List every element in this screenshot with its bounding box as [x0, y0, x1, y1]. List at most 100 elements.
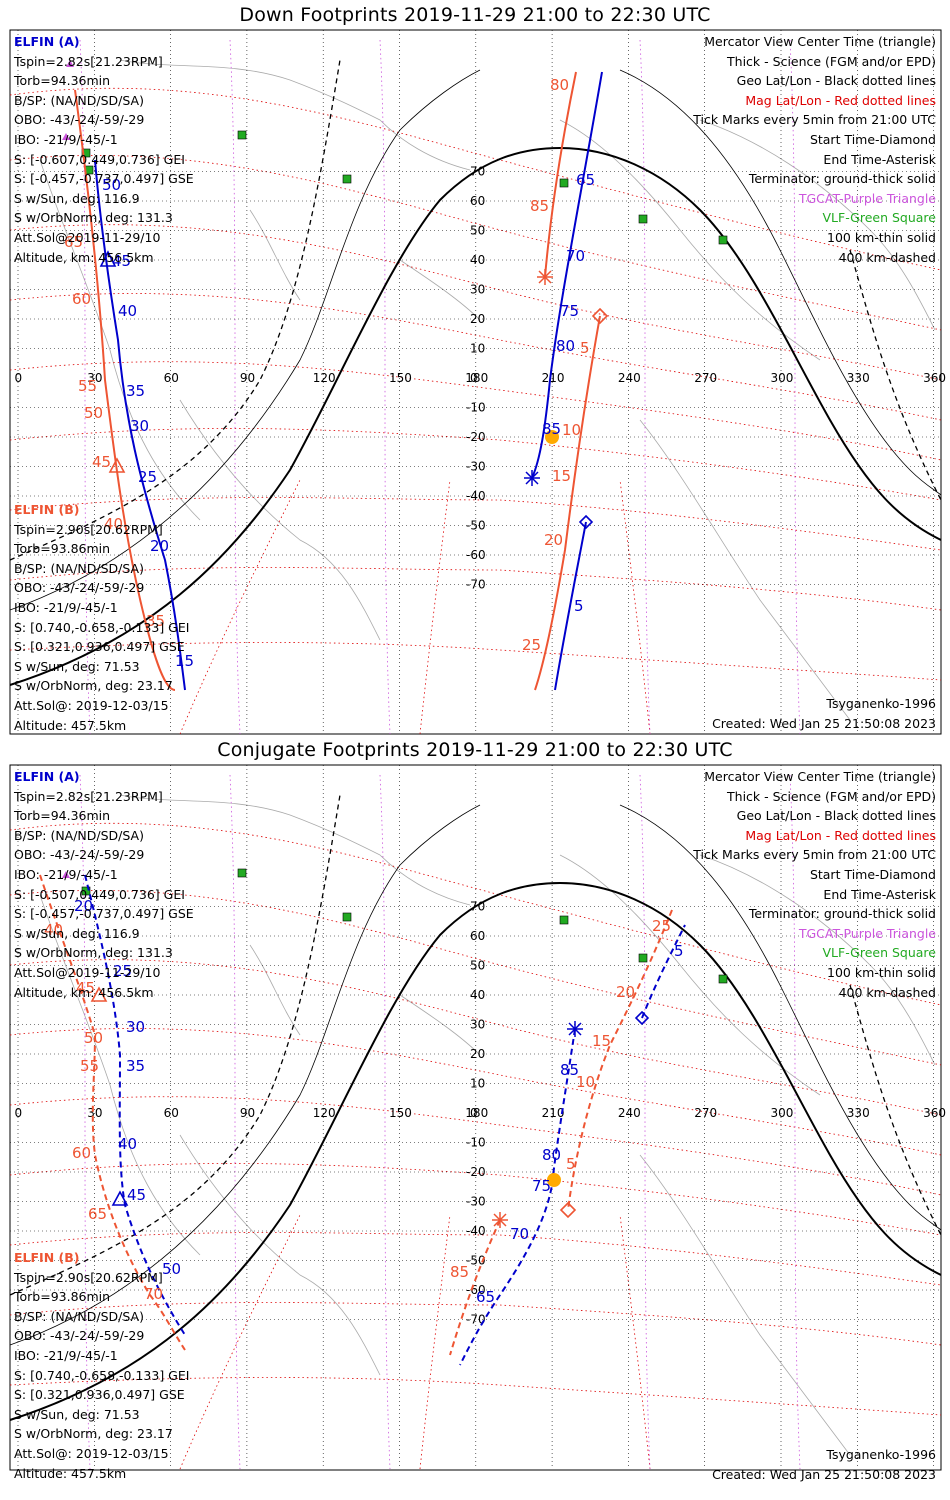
legend-line: Geo Lat/Lon - Black dotted lines — [736, 808, 936, 824]
legend-line: Mercator View Center Time (triangle) — [704, 34, 936, 49]
legend-line: Tick Marks every 5min from 21:00 UTC — [693, 847, 936, 863]
info-line: Tspin=2.90s[20.62RPM] — [14, 1269, 163, 1285]
info-line: Altitude: 457.5km — [14, 717, 127, 733]
elfin-b-track-east-lower — [449, 1219, 501, 1356]
info-line: Tspin=2.82s[21.23RPM] — [14, 53, 163, 69]
lat-tick-label: -60 — [466, 1283, 486, 1297]
info-line: Tspin=2.82s[21.23RPM] — [14, 788, 163, 804]
lon-tick-label: 330 — [847, 1106, 870, 1120]
lat-tick-label: 50 — [470, 959, 485, 973]
info-line: Torb=94.36min — [14, 73, 111, 89]
tick-label: 70 — [510, 1225, 529, 1243]
geo-grid — [10, 30, 941, 734]
elfin-b-label: ELFIN (B) — [14, 502, 80, 517]
elfin-b-center-triangle — [90, 986, 108, 1002]
legend-line: 400 km-dashed — [838, 249, 936, 265]
info-line: OBO: -43/-24/-59/-29 — [14, 847, 145, 863]
tick-label: 80 — [556, 337, 575, 355]
lat-tick-label: -40 — [466, 1224, 486, 1238]
tick-label: 30 — [126, 1018, 145, 1036]
tick-label: 50 — [102, 176, 121, 194]
lon-tick-label: 30 — [87, 371, 102, 385]
info-line: Att.Sol@: 2019-12-03/15 — [14, 697, 169, 713]
elfin-b-info-conj: ELFIN (B) Tspin=2.90s[20.62RPM] Torb=93.… — [14, 1248, 189, 1483]
tick-label: 75 — [560, 302, 579, 320]
lat-tick-label: -20 — [466, 430, 486, 444]
info-line: B/SP: (NA/ND/SD/SA) — [14, 827, 144, 843]
elfin-a-info-down: ELFIN (A) Tspin=2.82s[21.23RPM] Torb=94.… — [14, 32, 194, 267]
info-line: S: [-0.457,-0.737,0.497] GSE — [14, 906, 194, 922]
lon-tick-label: 300 — [771, 1106, 794, 1120]
legend-down: Mercator View Center Time (triangle) Thi… — [693, 32, 936, 267]
elfin-a-track-west — [84, 874, 186, 1336]
terminator-100km — [9, 69, 942, 611]
legend-line: End Time-Asterisk — [823, 151, 936, 167]
info-line: S: [0.740,-0.658,-0.133] GEI — [14, 1367, 190, 1383]
lat-tick-label: -30 — [466, 460, 486, 474]
tick-label: 65 — [476, 1288, 495, 1306]
tick-label: 65 — [576, 171, 595, 189]
tick-label: 40 — [104, 515, 123, 533]
elfin-b-start-diamond — [559, 1201, 577, 1219]
sun-subsolar-marker — [545, 430, 559, 444]
lon-tick-label: 0 — [15, 1106, 23, 1120]
lon-tick-label: 270 — [694, 371, 717, 385]
info-line: Torb=93.86min — [14, 541, 111, 557]
elfin-a-track-east — [531, 71, 603, 479]
tick-label: 20 — [150, 537, 169, 555]
info-line: Att.Sol@2019-11-29/10 — [14, 229, 161, 245]
info-line: S w/Sun, deg: 71.53 — [14, 1406, 140, 1422]
info-line: IBO: -21/9/-45/-1 — [14, 866, 118, 882]
elfin-b-start-diamond — [591, 307, 609, 325]
elfin-b-info-down: ELFIN (B) Tspin=2.90s[20.62RPM] Torb=93.… — [14, 500, 189, 735]
info-line: Att.Sol@: 2019-12-03/15 — [14, 1445, 169, 1461]
tick-label: 65 — [64, 233, 83, 251]
elfin-a-label: ELFIN (A) — [14, 34, 80, 49]
lat-tick-label: 50 — [470, 224, 485, 238]
info-line: S w/OrbNorm, deg: 131.3 — [14, 210, 173, 226]
elfin-a-track-east — [459, 1028, 576, 1366]
lon-tick-label: 180 — [465, 1106, 488, 1120]
legend-line: VLF-Green Square — [822, 945, 936, 961]
lon-tick-label: 150 — [389, 371, 412, 385]
info-line: S w/Sun, deg: 116.9 — [14, 190, 140, 206]
elfin-a-center-triangle — [111, 1190, 129, 1206]
lon-tick-label: 210 — [542, 371, 565, 385]
lat-tick-label: 60 — [470, 194, 485, 208]
lat-tick-label: 20 — [470, 312, 485, 326]
elfin-a-info-conj: ELFIN (A) Tspin=2.82s[21.23RPM] Torb=94.… — [14, 767, 194, 1002]
info-line: Altitude, km: 456.5km — [14, 984, 154, 1000]
lat-tick-label: -60 — [466, 548, 486, 562]
sun-subsolar-marker — [547, 1173, 561, 1187]
elfin-b-track-west — [39, 874, 186, 1351]
conjugate-footprints-map: 0 30 60 90 120 150 180 210 240 270 300 330 360 70605… — [9, 764, 946, 1471]
legend-conj: Mercator View Center Time (triangle) Thi… — [693, 767, 936, 1002]
elfin-b-track-east — [544, 71, 577, 278]
tick-label: 25 — [652, 917, 671, 935]
lat-tick-label: 60 — [470, 929, 485, 943]
info-line: Att.Sol@2019-11-29/10 — [14, 964, 161, 980]
coastlines — [39, 794, 936, 1456]
info-line: S: [-0.607,0.449,0.736] GEI — [14, 151, 185, 167]
tick-label: 75 — [532, 1177, 551, 1195]
tick-label: 35 — [126, 382, 145, 400]
info-line: OBO: -43/-24/-59/-29 — [14, 112, 145, 128]
created-timestamp: Created: Wed Jan 25 21:50:08 2023 — [712, 1467, 936, 1482]
tick-label: 60 — [72, 290, 91, 308]
lat-tick-label: 0 — [470, 1106, 478, 1120]
down-footprints-map: 0 30 60 90 120 150 180 210 240 270 300 330 360 70605… — [9, 29, 946, 735]
elfin-a-start-diamond — [578, 514, 594, 530]
legend-line: Terminator: ground-thick solid — [748, 906, 936, 922]
tick-label: 65 — [88, 1205, 107, 1223]
lat-tick-label: 0 — [470, 371, 478, 385]
legend-line: Start Time-Diamond — [809, 866, 936, 882]
vlf-stations — [81, 868, 728, 984]
legend-line: 100 km-thin solid — [827, 964, 936, 980]
lat-tick-label: -50 — [466, 519, 486, 533]
panel-title-conjugate: Conjugate Footprints 2019-11-29 21:00 to… — [217, 739, 733, 761]
info-line: S: [0.321,0.936,0.497] GSE — [14, 1387, 185, 1403]
legend-line: Geo Lat/Lon - Black dotted lines — [736, 73, 936, 89]
model-name: Tsyganenko-1996 — [826, 1447, 936, 1462]
tick-label: 25 — [522, 636, 541, 654]
